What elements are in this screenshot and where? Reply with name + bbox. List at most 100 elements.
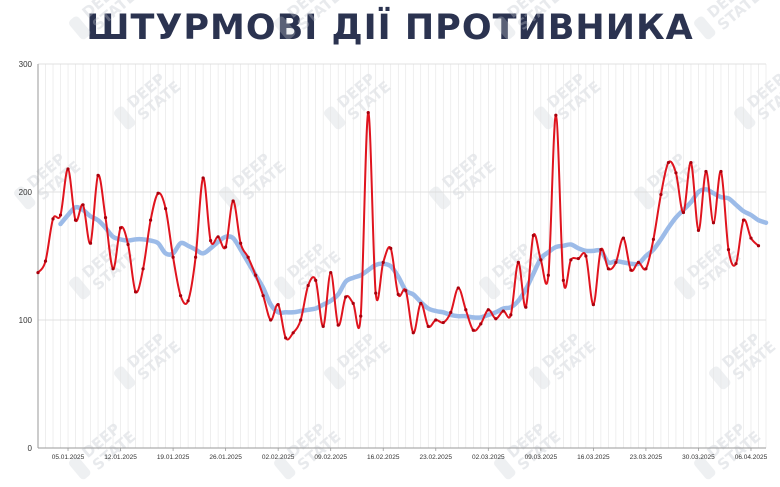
daily-point: [651, 237, 656, 241]
daily-point: [591, 303, 595, 307]
watermark-logo-icon: [534, 106, 556, 130]
daily-point: [644, 267, 648, 271]
daily-point: [501, 309, 505, 313]
daily-point: [606, 267, 610, 271]
watermark-logo-icon: [274, 16, 296, 40]
watermark-logo-icon: [14, 186, 36, 210]
daily-point: [314, 278, 318, 282]
daily-point: [471, 328, 475, 332]
x-tick-label: 23.02.2025: [419, 454, 452, 461]
daily-point: [381, 260, 385, 264]
daily-point: [704, 169, 708, 174]
y-tick-label: 300: [19, 60, 33, 69]
daily-point: [51, 217, 55, 221]
daily-point: [719, 169, 723, 174]
x-tick-label: 16.03.2025: [577, 454, 610, 461]
daily-point: [726, 248, 731, 252]
daily-point: [404, 288, 408, 293]
daily-point: [88, 241, 93, 245]
daily-point: [576, 256, 580, 261]
daily-point: [666, 160, 671, 165]
daily-point: [269, 318, 273, 322]
daily-point: [351, 301, 355, 305]
watermark-logo-icon: [694, 16, 716, 40]
daily-point: [329, 271, 333, 275]
daily-point: [689, 160, 693, 165]
daily-point: [171, 255, 175, 259]
daily-point: [486, 308, 490, 312]
daily-point: [546, 273, 550, 277]
daily-point: [494, 317, 498, 321]
daily-point: [58, 213, 63, 217]
daily-point: [561, 278, 565, 282]
daily-point: [43, 259, 48, 263]
daily-point: [224, 245, 228, 249]
daily-point: [674, 171, 678, 175]
daily-point: [569, 258, 573, 262]
watermark-logo-icon: [709, 366, 731, 390]
daily-point: [434, 318, 438, 322]
daily-point: [756, 244, 761, 248]
daily-point: [539, 258, 543, 262]
daily-point: [659, 192, 663, 197]
watermark-logo-icon: [114, 366, 136, 390]
watermark-logo-icon: [494, 16, 516, 40]
average-line: [58, 187, 769, 320]
daily-point: [614, 260, 618, 264]
daily-point: [163, 207, 168, 211]
daily-point: [396, 292, 400, 296]
chart-title: ШТУРМОВІ ДІЇ ПРОТИВНИКА: [86, 8, 694, 48]
daily-point: [336, 323, 340, 327]
daily-point: [479, 322, 483, 326]
daily-point: [246, 255, 250, 259]
daily-point: [366, 111, 370, 115]
daily-point: [231, 199, 235, 203]
daily-point: [374, 291, 378, 295]
daily-point: [254, 273, 258, 277]
watermark-logo-icon: [69, 16, 91, 40]
x-tick-label: 05.01.2025: [52, 454, 85, 461]
daily-point: [711, 221, 716, 225]
daily-point: [516, 260, 520, 264]
average-series: [58, 187, 769, 320]
x-tick-label: 09.03.2025: [525, 454, 558, 461]
daily-point: [194, 255, 198, 259]
daily-point: [359, 314, 363, 318]
watermark-logo-icon: [274, 456, 296, 480]
daily-point: [524, 305, 528, 309]
x-tick-label: 19.01.2025: [157, 454, 190, 461]
daily-point: [411, 331, 415, 335]
x-tick-label: 12.01.2025: [104, 454, 137, 461]
daily-point: [261, 294, 265, 298]
daily-point: [299, 318, 303, 322]
daily-point: [681, 210, 686, 215]
daily-point: [426, 324, 430, 328]
x-tick-label: 26.01.2025: [209, 454, 242, 461]
daily-point: [133, 290, 138, 294]
daily-point: [156, 191, 160, 195]
watermark-logo-icon: [694, 456, 716, 480]
watermark-logo-icon: [529, 366, 551, 390]
daily-point: [584, 254, 588, 258]
daily-point: [284, 336, 288, 340]
watermark-logo-icon: [69, 276, 91, 300]
x-tick-label: 06.04.2025: [735, 454, 768, 461]
x-tick-label: 09.02.2025: [314, 454, 347, 461]
x-tick-label: 02.03.2025: [472, 454, 505, 461]
daily-point: [306, 283, 310, 288]
daily-point: [216, 235, 220, 239]
daily-point: [141, 267, 145, 271]
watermark-logo-icon: [114, 106, 136, 130]
daily-point: [36, 271, 40, 275]
axes: 0 100 200 300 05.01.2025 12.01.2025 19.01.2025…: [19, 60, 768, 461]
